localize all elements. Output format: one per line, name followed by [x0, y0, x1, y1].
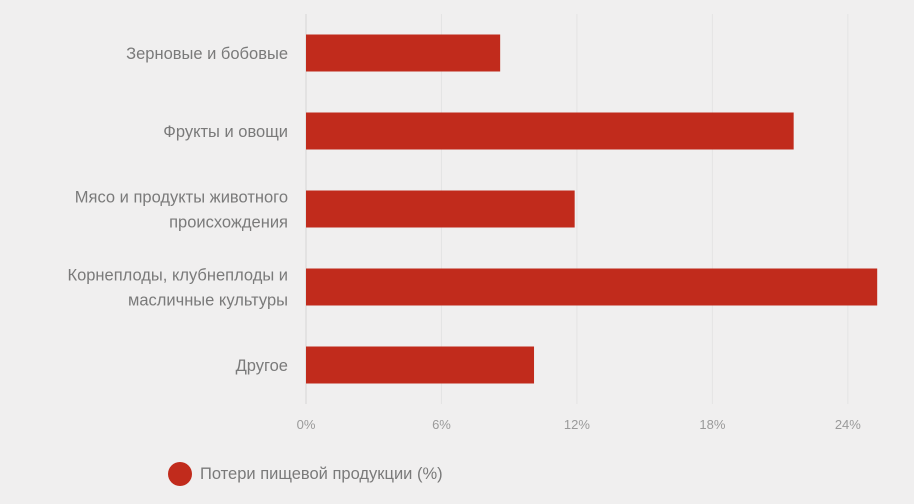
bar: [306, 346, 535, 384]
x-axis-ticks: 0% 6% 12% 18% 24%: [297, 417, 862, 432]
grid-lines: [305, 14, 849, 404]
bar: [306, 190, 575, 228]
x-tick-label: 0%: [297, 417, 316, 432]
bar: [306, 268, 878, 306]
legend-label: Потери пищевой продукции (%): [200, 464, 443, 483]
x-tick-label: 12%: [564, 417, 590, 432]
category-label: Фрукты и овощи: [163, 123, 288, 141]
legend: Потери пищевой продукции (%): [168, 462, 443, 486]
x-tick-label: 6%: [432, 417, 451, 432]
bar: [306, 112, 794, 150]
x-tick-label: 18%: [699, 417, 725, 432]
bars: [306, 34, 878, 384]
category-label: Зерновые и бобовые: [126, 45, 288, 63]
category-labels: Зерновые и бобовые Фрукты и овощи Мясо и п…: [67, 45, 288, 375]
legend-swatch: [168, 462, 192, 486]
bar: [306, 34, 501, 72]
x-tick-label: 24%: [835, 417, 861, 432]
category-label: Другое: [236, 357, 288, 375]
category-label: Мясо и продукты животного происхождения: [75, 189, 288, 232]
category-label: Корнеплоды, клубнеплоды и масличные культ…: [67, 267, 288, 310]
